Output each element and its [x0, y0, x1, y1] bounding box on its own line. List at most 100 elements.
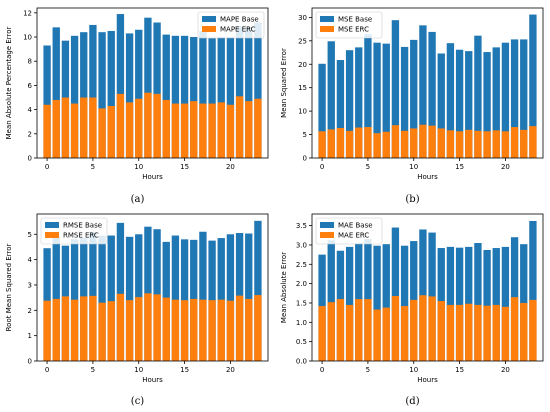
bar-d-erc-6 [373, 309, 381, 361]
bar-a-base-18 [208, 38, 216, 158]
y-tick-label-d-1.5: 1.5 [296, 299, 307, 307]
bar-c-erc-11 [144, 293, 152, 361]
bar-c-erc-0 [43, 300, 51, 361]
bar-a-erc-10 [135, 98, 143, 158]
bar-a-erc-7 [107, 105, 115, 158]
bar-d-erc-20 [501, 306, 510, 361]
bar-d-base-23 [529, 220, 537, 361]
bar-d-erc-7 [382, 307, 390, 361]
bar-c-base-20 [226, 234, 235, 361]
x-tick-label-a-10: 10 [134, 163, 143, 171]
bar-a-base-14 [171, 35, 180, 158]
y-tick-label-a-2: 2 [28, 130, 32, 138]
bar-d-base-20 [501, 246, 510, 361]
bar-a-base-10 [135, 29, 143, 158]
bar-a-erc-6 [98, 108, 106, 158]
bar-d-erc-19 [492, 304, 500, 361]
bar-c-erc-15 [180, 300, 189, 361]
bar-a-base-9 [125, 33, 134, 158]
y-tick-label-a-4: 4 [28, 106, 33, 114]
bar-d-erc-3 [345, 304, 354, 361]
bar-a-base-8 [116, 14, 125, 158]
bar-b-erc-17 [474, 130, 482, 158]
bar-d-erc-17 [474, 304, 482, 361]
bar-a-erc-4 [80, 97, 88, 158]
x-tick-label-b-20: 20 [501, 163, 510, 171]
caption-c: (c) [130, 396, 145, 407]
bar-c-base-6 [98, 235, 106, 361]
bar-b-base-9 [400, 46, 409, 158]
y-tick-label-b-25: 25 [298, 37, 307, 45]
bar-b-erc-1 [327, 129, 335, 158]
legend-swatch-a-erc [202, 26, 216, 32]
bar-b-base-20 [501, 42, 510, 158]
bar-b-erc-21 [510, 127, 519, 158]
bar-a-erc-3 [70, 103, 79, 158]
x-tick-label-c-15: 15 [180, 366, 189, 374]
x-axis-label-d: Hours [417, 376, 438, 384]
chart-panel-d: 0.0 0.5 1.0 1.5 2.0 2.5 3.0 3.5 0 5 10 15 20 Hours Mea… [275, 206, 550, 412]
bar-b-erc-5 [364, 127, 372, 158]
bar-c-erc-14 [171, 299, 180, 361]
bar-b-erc-9 [400, 130, 409, 158]
x-tick-label-a-0: 0 [45, 163, 49, 171]
bar-a-erc-8 [116, 93, 125, 158]
bar-b-erc-19 [492, 130, 500, 158]
bar-c-base-23 [254, 220, 262, 361]
y-axis-label-a: Mean Absolute Percentage Error [5, 26, 13, 139]
bar-d-base-11 [419, 229, 427, 361]
bar-d-base-17 [474, 243, 482, 361]
legend-label-c-base: RMSE Base [63, 222, 102, 230]
legend-swatch-d-base [320, 222, 334, 228]
bar-d-base-19 [492, 248, 500, 361]
plot-frame-c [36, 213, 269, 362]
legend-label-a-erc: MAPE ERC [220, 26, 256, 34]
bar-c-erc-13 [162, 297, 170, 361]
bar-d-erc-10 [410, 299, 418, 361]
bar-d-erc-15 [455, 304, 464, 361]
bar-c-erc-2 [61, 296, 70, 361]
bar-d-erc-18 [483, 305, 491, 361]
bar-a-base-17 [199, 30, 207, 159]
y-tick-label-d-2.5: 2.5 [296, 261, 307, 269]
bar-b-erc-12 [428, 125, 436, 158]
y-tick-label-c-5: 5 [28, 231, 32, 239]
bar-b-base-1 [327, 41, 335, 158]
legend-d: MAE Base MAE ERC [315, 217, 383, 245]
x-tick-label-d-0: 0 [320, 366, 324, 374]
bar-d-erc-21 [510, 297, 519, 361]
bar-a-base-19 [217, 37, 225, 158]
bar-d-base-1 [327, 240, 335, 361]
x-tick-label-a-20: 20 [226, 163, 235, 171]
bar-a-base-7 [107, 30, 115, 159]
bar-c-erc-17 [199, 299, 207, 361]
bar-b-base-13 [437, 53, 445, 158]
bar-b-base-11 [419, 25, 427, 159]
bar-c-erc-22 [245, 298, 253, 361]
bar-b-erc-8 [391, 125, 400, 158]
bar-a-erc-0 [43, 104, 51, 158]
plot-frame-d [311, 213, 544, 362]
bar-c-erc-18 [208, 300, 216, 361]
x-axis-label-b: Hours [417, 173, 438, 181]
x-tick-label-c-0: 0 [45, 366, 49, 374]
bar-b-erc-14 [446, 130, 455, 158]
x-tick-label-d-10: 10 [409, 366, 418, 374]
x-tick-label-c-5: 5 [91, 366, 95, 374]
legend-label-a-base: MAPE Base [220, 16, 259, 24]
y-tick-label-a-8: 8 [28, 58, 32, 66]
x-tick-label-a-15: 15 [180, 163, 189, 171]
bar-a-erc-17 [199, 103, 207, 158]
x-tick-label-b-15: 15 [455, 163, 464, 171]
bar-a-erc-12 [153, 93, 161, 158]
y-axis-label-b: Mean Squared Error [280, 48, 288, 118]
x-axis-label-a: Hours [142, 173, 163, 181]
bar-c-erc-12 [153, 294, 161, 361]
bar-b-erc-2 [336, 128, 345, 158]
y-tick-label-d-1: 1.0 [296, 319, 307, 327]
bar-d-erc-2 [336, 299, 345, 361]
y-tick-label-b-20: 20 [298, 61, 307, 69]
legend-swatch-c-erc [45, 232, 59, 238]
x-tick-label-b-10: 10 [409, 163, 418, 171]
y-tick-label-b-10: 10 [298, 108, 307, 116]
